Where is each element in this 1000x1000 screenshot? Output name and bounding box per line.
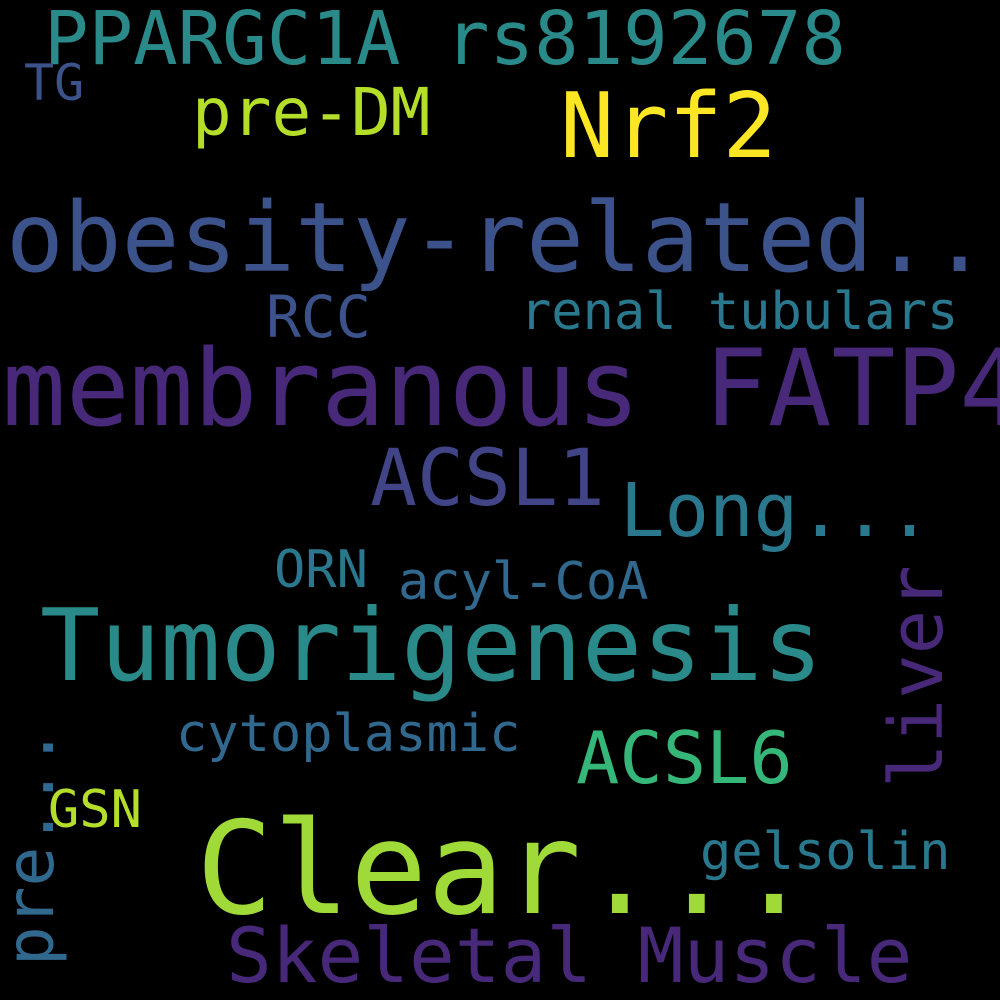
word-gsn: GSN (48, 780, 142, 840)
word-acsl6: ACSL6 (576, 716, 793, 800)
word-clear: Clear... (196, 795, 813, 944)
word-tumorigenesis: Tumorigenesis (40, 587, 823, 704)
word-liver: liver (874, 565, 960, 788)
word-pparg: PPARGC1A rs8192678 (44, 0, 846, 82)
word-nrf2: Nrf2 (560, 74, 777, 179)
word-orn: ORN (274, 540, 368, 600)
word-gelsolin: gelsolin (700, 822, 951, 882)
word-acsl1: ACSL1 (370, 434, 605, 524)
word-pre: pre... (0, 727, 69, 966)
word-renal-tubulars: renal tubulars (520, 282, 959, 342)
word-skeletal-muscle: Skeletal Muscle (226, 911, 913, 1000)
word-acyl-coa: acyl-CoA (398, 552, 649, 612)
word-rcc: RCC (266, 283, 371, 351)
word-obesity-related: obesity-related... (6, 182, 1000, 294)
word-pre-dm: pre-DM (192, 74, 431, 151)
word-tg: TG (24, 54, 85, 112)
word-membranous-fatp4: membranous FATP4 (2, 327, 1000, 450)
word-long: Long... (620, 468, 932, 554)
word-cytoplasmic: cytoplasmic (176, 704, 521, 764)
